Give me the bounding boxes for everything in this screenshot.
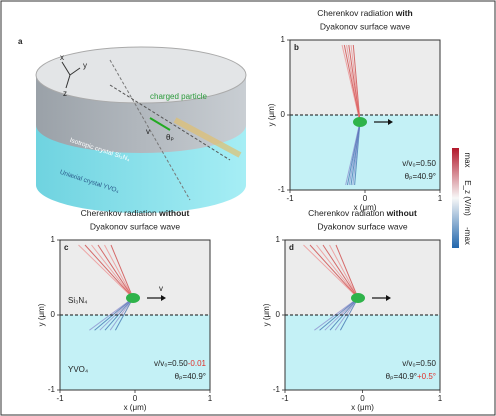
annotation-delta: +0.5°: [417, 372, 436, 381]
velocity-label: v: [159, 284, 163, 293]
particle: [126, 293, 140, 303]
velocity-label: v: [146, 127, 150, 136]
y-tick-label: 1: [51, 235, 56, 244]
colorbar-label: E_z (V/m): [463, 180, 472, 216]
material-label: YVO₄: [68, 365, 88, 374]
panel-subtitle: Dyakonov surface wave: [320, 21, 411, 31]
annotation-text: v/v₀=0.50: [154, 359, 188, 368]
panel-subtitle: Dyakonov surface wave: [317, 221, 408, 231]
colorbar-min: -max: [463, 227, 472, 245]
panel-label: a: [18, 37, 23, 46]
panel-label: b: [294, 43, 299, 52]
axis-label: y: [83, 61, 87, 70]
page: a x y z charged particle v θₚ Isotropic …: [0, 0, 496, 416]
y-tick-label: -1: [278, 185, 286, 194]
annotation: θₚ=40.9°: [175, 372, 206, 381]
annotation-text: v/v₀=0.50: [402, 359, 436, 368]
y-tick-label: 0: [276, 310, 281, 319]
particle: [353, 117, 367, 127]
annotation: θₚ=40.9°+0.5°: [386, 372, 436, 381]
panel-a: a x y z charged particle v θₚ Isotropic …: [18, 37, 246, 213]
y-tick-label: -1: [273, 385, 281, 394]
y-tick-label: 0: [281, 110, 286, 119]
y-tick-label: 0: [51, 310, 56, 319]
particle-label: charged particle: [150, 92, 207, 101]
annotation-text: θₚ=40.9°: [175, 372, 206, 381]
annotation-text: θₚ=40.9°: [405, 172, 436, 181]
colorbar: max E_z (V/m) -max: [452, 148, 472, 248]
panel-label: c: [64, 243, 69, 252]
annotation-text: v/v₀=0.50: [402, 159, 436, 168]
y-axis-label: y (μm): [262, 303, 271, 326]
x-tick-label: 1: [438, 394, 443, 403]
panel-subtitle: Dyakonov surface wave: [90, 221, 181, 231]
title-text: Cherenkov radiation: [308, 208, 386, 218]
y-tick-label: 1: [281, 35, 286, 44]
y-axis-label: y (μm): [267, 103, 276, 126]
y-tick-label: -1: [48, 385, 56, 394]
title-emphasis: without: [386, 208, 417, 218]
annotation-text: θₚ=40.9°: [386, 372, 417, 381]
x-tick-label: 1: [208, 394, 213, 403]
axis-label: z: [63, 89, 67, 98]
panel-title: Cherenkov radiation with: [317, 8, 412, 18]
y-tick-label: 1: [276, 235, 281, 244]
x-tick-label: -1: [281, 394, 289, 403]
top-face: [36, 47, 246, 103]
title-emphasis: without: [158, 208, 189, 218]
title-emphasis: with: [395, 8, 413, 18]
x-axis-label: x (μm): [124, 403, 147, 412]
upper-region: [290, 40, 440, 115]
panel-title: Cherenkov radiation without: [308, 208, 417, 218]
x-tick-label: -1: [56, 394, 64, 403]
x-tick-label: -1: [286, 194, 294, 203]
y-axis-label: y (μm): [37, 303, 46, 326]
annotation: v/v₀=0.50-0.01: [154, 359, 207, 368]
material-label: Si₃N₄: [68, 296, 87, 305]
panel-label: d: [289, 243, 294, 252]
colorbar-max: max: [463, 152, 472, 167]
x-axis-label: x (μm): [351, 403, 374, 412]
panel-title: Cherenkov radiation without: [81, 208, 190, 218]
colorbar-scale: [452, 148, 459, 248]
angle-label: θₚ: [166, 133, 174, 142]
figure: a x y z charged particle v θₚ Isotropic …: [0, 0, 496, 416]
x-tick-label: 1: [438, 194, 443, 203]
annotation: v/v₀=0.50: [402, 359, 436, 368]
axis-label: x: [60, 53, 64, 62]
x-tick-label: 0: [133, 394, 138, 403]
x-tick-label: 0: [360, 394, 365, 403]
annotation: v/v₀=0.50: [402, 159, 436, 168]
annotation: θₚ=40.9°: [405, 172, 436, 181]
upper-region: [285, 240, 440, 315]
x-tick-label: 0: [363, 194, 368, 203]
particle: [351, 293, 365, 303]
title-text: Cherenkov radiation: [317, 8, 395, 18]
annotation-delta: -0.01: [188, 359, 207, 368]
title-text: Cherenkov radiation: [81, 208, 159, 218]
